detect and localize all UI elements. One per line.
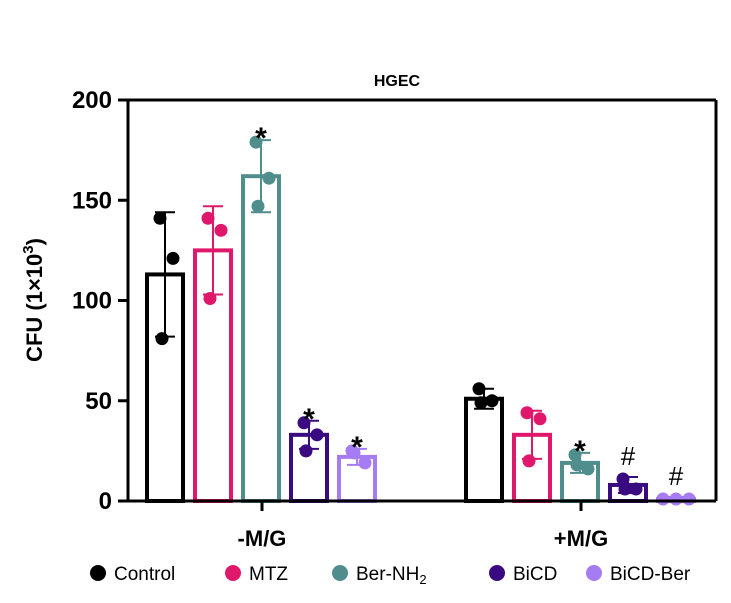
- y-tick-label: 100: [72, 288, 112, 315]
- legend-label-text: BiCD-Ber: [610, 564, 691, 585]
- bar-ber-nh2-minus-mg: [241, 174, 281, 503]
- y-axis-label: CFU (1×103): [20, 238, 47, 362]
- legend-marker-control: [90, 565, 106, 581]
- data-point-mtz-minus-mg: [201, 211, 215, 225]
- bar-control-plus-mg: [464, 396, 504, 503]
- data-point-bicd-ber-minus-mg: [358, 456, 372, 470]
- data-point-control-minus-mg: [153, 211, 167, 225]
- y-tick-label: 150: [72, 187, 112, 214]
- data-point-bicd-ber-plus-mg: [669, 492, 683, 506]
- data-point-ber-nh2-minus-mg: [251, 199, 265, 213]
- y-axis-label-close: ): [22, 238, 47, 245]
- significance-mark-ber-nh2-plus-mg: *: [574, 435, 586, 468]
- data-point-bicd-minus-mg: [299, 444, 313, 458]
- data-point-mtz-plus-mg: [533, 412, 547, 426]
- y-axis-label-main: CFU (1×10: [22, 254, 47, 362]
- legend-label: Ber-NH2: [356, 564, 427, 587]
- data-point-control-plus-mg: [485, 394, 499, 408]
- y-tick-label: 50: [85, 388, 112, 415]
- data-point-bicd-ber-plus-mg: [656, 492, 670, 506]
- data-point-mtz-plus-mg: [522, 454, 536, 468]
- data-point-mtz-minus-mg: [214, 223, 228, 237]
- data-point-ber-nh2-plus-mg: [581, 462, 595, 476]
- data-point-mtz-minus-mg: [203, 291, 217, 305]
- data-point-control-plus-mg: [472, 382, 486, 396]
- data-point-bicd-plus-mg: [629, 482, 643, 496]
- legend-label: BiCD-Ber: [610, 564, 691, 585]
- legend-label: Control: [114, 564, 175, 585]
- significance-mark-bicd-minus-mg: *: [303, 403, 315, 436]
- significance-mark-ber-nh2-minus-mg: *: [255, 122, 267, 155]
- data-point-ber-nh2-minus-mg: [262, 171, 276, 185]
- legend-marker-mtz: [225, 565, 241, 581]
- data-point-bicd-ber-minus-mg: [347, 446, 361, 460]
- chart-title: HGEC: [374, 73, 421, 90]
- x-group-label: -M/G: [238, 526, 287, 551]
- data-point-bicd-minus-mg: [310, 428, 324, 442]
- plot-area: * * * # * #: [145, 122, 696, 506]
- data-point-ber-nh2-plus-mg: [570, 458, 584, 472]
- data-point-bicd-plus-mg: [618, 482, 632, 496]
- legend-label-text: BiCD: [513, 564, 557, 585]
- data-point-control-plus-mg: [474, 396, 488, 410]
- y-tick-label: 200: [72, 87, 112, 114]
- data-point-bicd-plus-mg: [616, 472, 630, 486]
- legend-marker-ber-nh2: [332, 565, 348, 581]
- legend-label-text: Ber-NH: [356, 564, 419, 585]
- y-tick-label: 0: [99, 488, 112, 515]
- significance-mark-bicd-ber-minus-mg: *: [351, 431, 363, 464]
- data-point-bicd-ber-plus-mg: [682, 492, 696, 506]
- data-point-control-minus-mg: [155, 332, 169, 346]
- y-axis-label-superscript: 3: [20, 245, 37, 253]
- legend-label-subscript: 2: [419, 572, 426, 587]
- data-point-bicd-minus-mg: [297, 416, 311, 430]
- legend-label: MTZ: [249, 564, 288, 585]
- data-point-ber-nh2-minus-mg: [249, 135, 263, 149]
- legend-label: BiCD: [513, 564, 557, 585]
- legend-marker-bicd-ber: [586, 565, 602, 581]
- x-group-label: +M/G: [554, 526, 608, 551]
- axes: 0 50 100 150 200 -M/G +M/G: [72, 87, 718, 551]
- legend-marker-bicd: [489, 565, 505, 581]
- data-point-mtz-plus-mg: [520, 406, 534, 420]
- legend: Control MTZ Ber-NH2 BiCD BiCD-Ber: [90, 564, 691, 587]
- legend-label-text: Control: [114, 564, 175, 585]
- significance-mark-bicd-ber-plus-mg: #: [669, 461, 684, 491]
- legend-label-text: MTZ: [249, 564, 288, 585]
- significance-mark-bicd-plus-mg: #: [621, 441, 636, 471]
- data-point-control-minus-mg: [166, 251, 180, 265]
- data-point-ber-nh2-plus-mg: [568, 448, 582, 462]
